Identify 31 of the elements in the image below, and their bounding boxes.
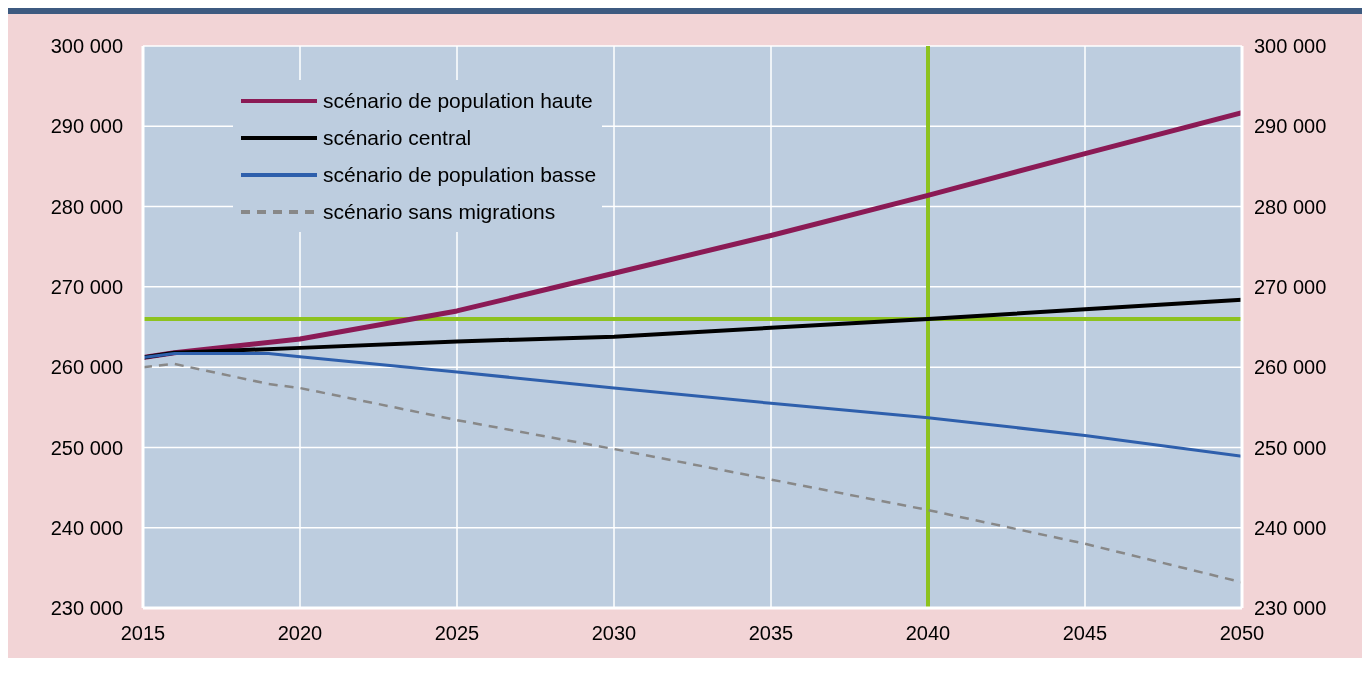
y2-tick-label: 290 000 (1254, 115, 1327, 138)
legend-label: scénario central (323, 125, 472, 150)
y-tick-label: 300 000 (50, 35, 123, 58)
y-tick-label: 230 000 (50, 597, 123, 620)
y2-tick-label: 250 000 (1254, 436, 1327, 459)
x-tick-label: 2030 (591, 622, 637, 645)
x-tick-label: 2015 (120, 622, 166, 645)
legend-label: scénario de population basse (323, 162, 597, 187)
line-series (143, 351, 1242, 458)
y2-tick-label: 270 000 (1254, 275, 1327, 298)
y2-tick-label: 280 000 (1254, 195, 1327, 218)
x-tick-label: 2025 (434, 622, 480, 645)
y2-tick-label: 300 000 (1254, 35, 1327, 58)
y-tick-label: 270 000 (50, 275, 123, 298)
y2-tick-label: 240 000 (1254, 516, 1327, 539)
y-tick-label: 240 000 (50, 516, 123, 539)
y-tick-label: 250 000 (50, 436, 123, 459)
y-tick-label: 290 000 (50, 115, 123, 138)
y-tick-label: 280 000 (50, 195, 123, 218)
x-tick-label: 2045 (1062, 622, 1108, 645)
legend-label: scénario de population haute (323, 88, 593, 113)
y2-tick-label: 260 000 (1254, 356, 1327, 379)
x-tick-label: 2050 (1219, 622, 1265, 645)
line-series (143, 297, 1242, 360)
x-tick-label: 2040 (905, 622, 951, 645)
y-tick-label: 260 000 (50, 356, 123, 379)
x-tick-label: 2020 (277, 622, 323, 645)
legend-label: scénario sans migrations (323, 199, 556, 224)
x-tick-label: 2035 (748, 622, 794, 645)
y2-tick-label: 230 000 (1254, 597, 1327, 620)
line-series (143, 362, 1242, 584)
